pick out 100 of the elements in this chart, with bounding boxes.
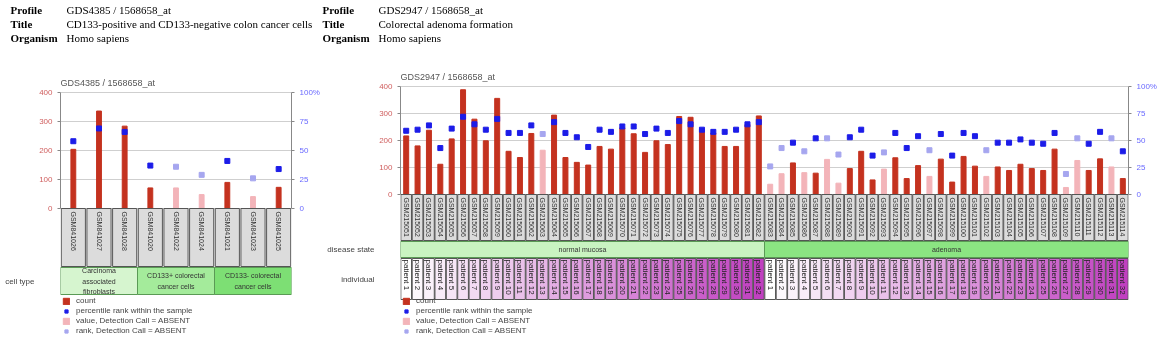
text: patient 18 bbox=[959, 259, 969, 296]
point bbox=[1097, 128, 1104, 135]
y2-tick-label: 50 bbox=[1136, 136, 1146, 145]
point bbox=[1040, 140, 1047, 147]
text: patient 28 bbox=[708, 259, 718, 296]
legend-label: percentile rank within the sample bbox=[416, 306, 533, 315]
bar bbox=[869, 179, 876, 195]
point bbox=[516, 129, 523, 136]
point bbox=[835, 151, 842, 158]
text: patient 31 bbox=[1106, 259, 1116, 296]
y2-tick-label: 100% bbox=[1136, 82, 1157, 91]
point bbox=[824, 135, 831, 142]
bar bbox=[778, 173, 785, 195]
text: GDS4385 / 1568658_at bbox=[66, 3, 171, 16]
text: patient 6 bbox=[822, 259, 832, 291]
point bbox=[494, 115, 501, 122]
point bbox=[198, 171, 205, 178]
text: patient 5 bbox=[811, 259, 821, 291]
point bbox=[994, 139, 1001, 146]
text: patient 16 bbox=[572, 259, 582, 296]
y-tick-label: 300 bbox=[39, 117, 54, 126]
text: patient 25 bbox=[1038, 259, 1048, 296]
bar bbox=[173, 187, 179, 209]
text: patient 1 bbox=[401, 259, 411, 291]
point bbox=[1006, 139, 1013, 146]
bar bbox=[224, 181, 231, 209]
text: patient 5 bbox=[447, 259, 457, 291]
text: patient 31 bbox=[742, 259, 752, 296]
point bbox=[676, 118, 683, 125]
y2-tick-label: 0 bbox=[299, 204, 305, 213]
point bbox=[403, 127, 410, 134]
point bbox=[664, 129, 671, 136]
text: patient 21 bbox=[629, 259, 639, 296]
point bbox=[869, 152, 876, 159]
point bbox=[960, 129, 967, 136]
point bbox=[744, 121, 751, 128]
text: Colorectal adenoma formation bbox=[378, 17, 514, 30]
legend-label: count bbox=[76, 296, 96, 305]
text: patient 32 bbox=[754, 259, 764, 296]
y-tick-label: 400 bbox=[39, 88, 54, 97]
point bbox=[687, 121, 694, 128]
text: patient 11 bbox=[879, 259, 889, 295]
text: patient 3 bbox=[424, 259, 434, 291]
bar bbox=[96, 110, 102, 209]
text: Title bbox=[10, 17, 33, 30]
y2-tick-label: 0 bbox=[1136, 190, 1142, 199]
point bbox=[70, 138, 77, 145]
legend-label: percentile rank within the sample bbox=[76, 306, 193, 315]
point bbox=[1062, 170, 1069, 177]
point bbox=[250, 175, 256, 182]
point bbox=[971, 133, 978, 140]
point bbox=[460, 113, 467, 120]
point bbox=[710, 128, 717, 135]
text: patient 4 bbox=[435, 259, 445, 291]
bar bbox=[835, 182, 842, 195]
text: patient 30 bbox=[731, 259, 741, 296]
point bbox=[789, 139, 796, 146]
text: patient 26 bbox=[1050, 259, 1060, 296]
text: patient 23 bbox=[651, 259, 661, 296]
point bbox=[596, 126, 603, 133]
text: patient 29 bbox=[720, 259, 730, 296]
text: patient 7 bbox=[469, 259, 479, 291]
text: Profile bbox=[322, 3, 355, 16]
point bbox=[767, 163, 774, 170]
text: patient 25 bbox=[674, 259, 684, 296]
point bbox=[926, 147, 933, 154]
text: individual bbox=[341, 274, 375, 284]
legend-label: rank, Detection Call = ABSENT bbox=[76, 326, 187, 335]
y-tick-label: 0 bbox=[388, 190, 394, 199]
point bbox=[1108, 135, 1115, 142]
text: patient 18 bbox=[595, 259, 605, 296]
text: Title bbox=[322, 17, 345, 30]
legend-label: rank, Detection Call = ABSENT bbox=[416, 326, 527, 335]
point bbox=[173, 163, 179, 170]
text: patient 20 bbox=[617, 259, 627, 296]
point bbox=[551, 119, 558, 126]
point bbox=[1119, 148, 1126, 155]
text: patient 14 bbox=[913, 259, 923, 296]
y2-tick-label: 25 bbox=[299, 175, 309, 184]
point bbox=[585, 143, 592, 150]
point bbox=[892, 129, 899, 136]
point bbox=[630, 123, 637, 130]
point bbox=[915, 133, 922, 140]
bar bbox=[949, 181, 956, 195]
point bbox=[880, 149, 887, 156]
y2-tick-label: 75 bbox=[299, 117, 309, 126]
y-tick-label: 100 bbox=[379, 163, 394, 172]
text: patient 7 bbox=[833, 259, 843, 291]
chart-title: GDS2947 / 1568658_at bbox=[400, 71, 496, 82]
bar bbox=[70, 148, 77, 209]
text: disease state bbox=[327, 245, 376, 254]
point bbox=[528, 122, 535, 129]
text: patient 13 bbox=[538, 259, 548, 296]
y2-tick-label: 25 bbox=[1136, 163, 1146, 172]
point bbox=[801, 148, 808, 155]
text: patient 15 bbox=[560, 259, 570, 296]
point bbox=[562, 129, 569, 136]
y-tick-label: 100 bbox=[39, 175, 54, 184]
text: patient 9 bbox=[492, 259, 502, 291]
text: patient 17 bbox=[947, 259, 957, 296]
